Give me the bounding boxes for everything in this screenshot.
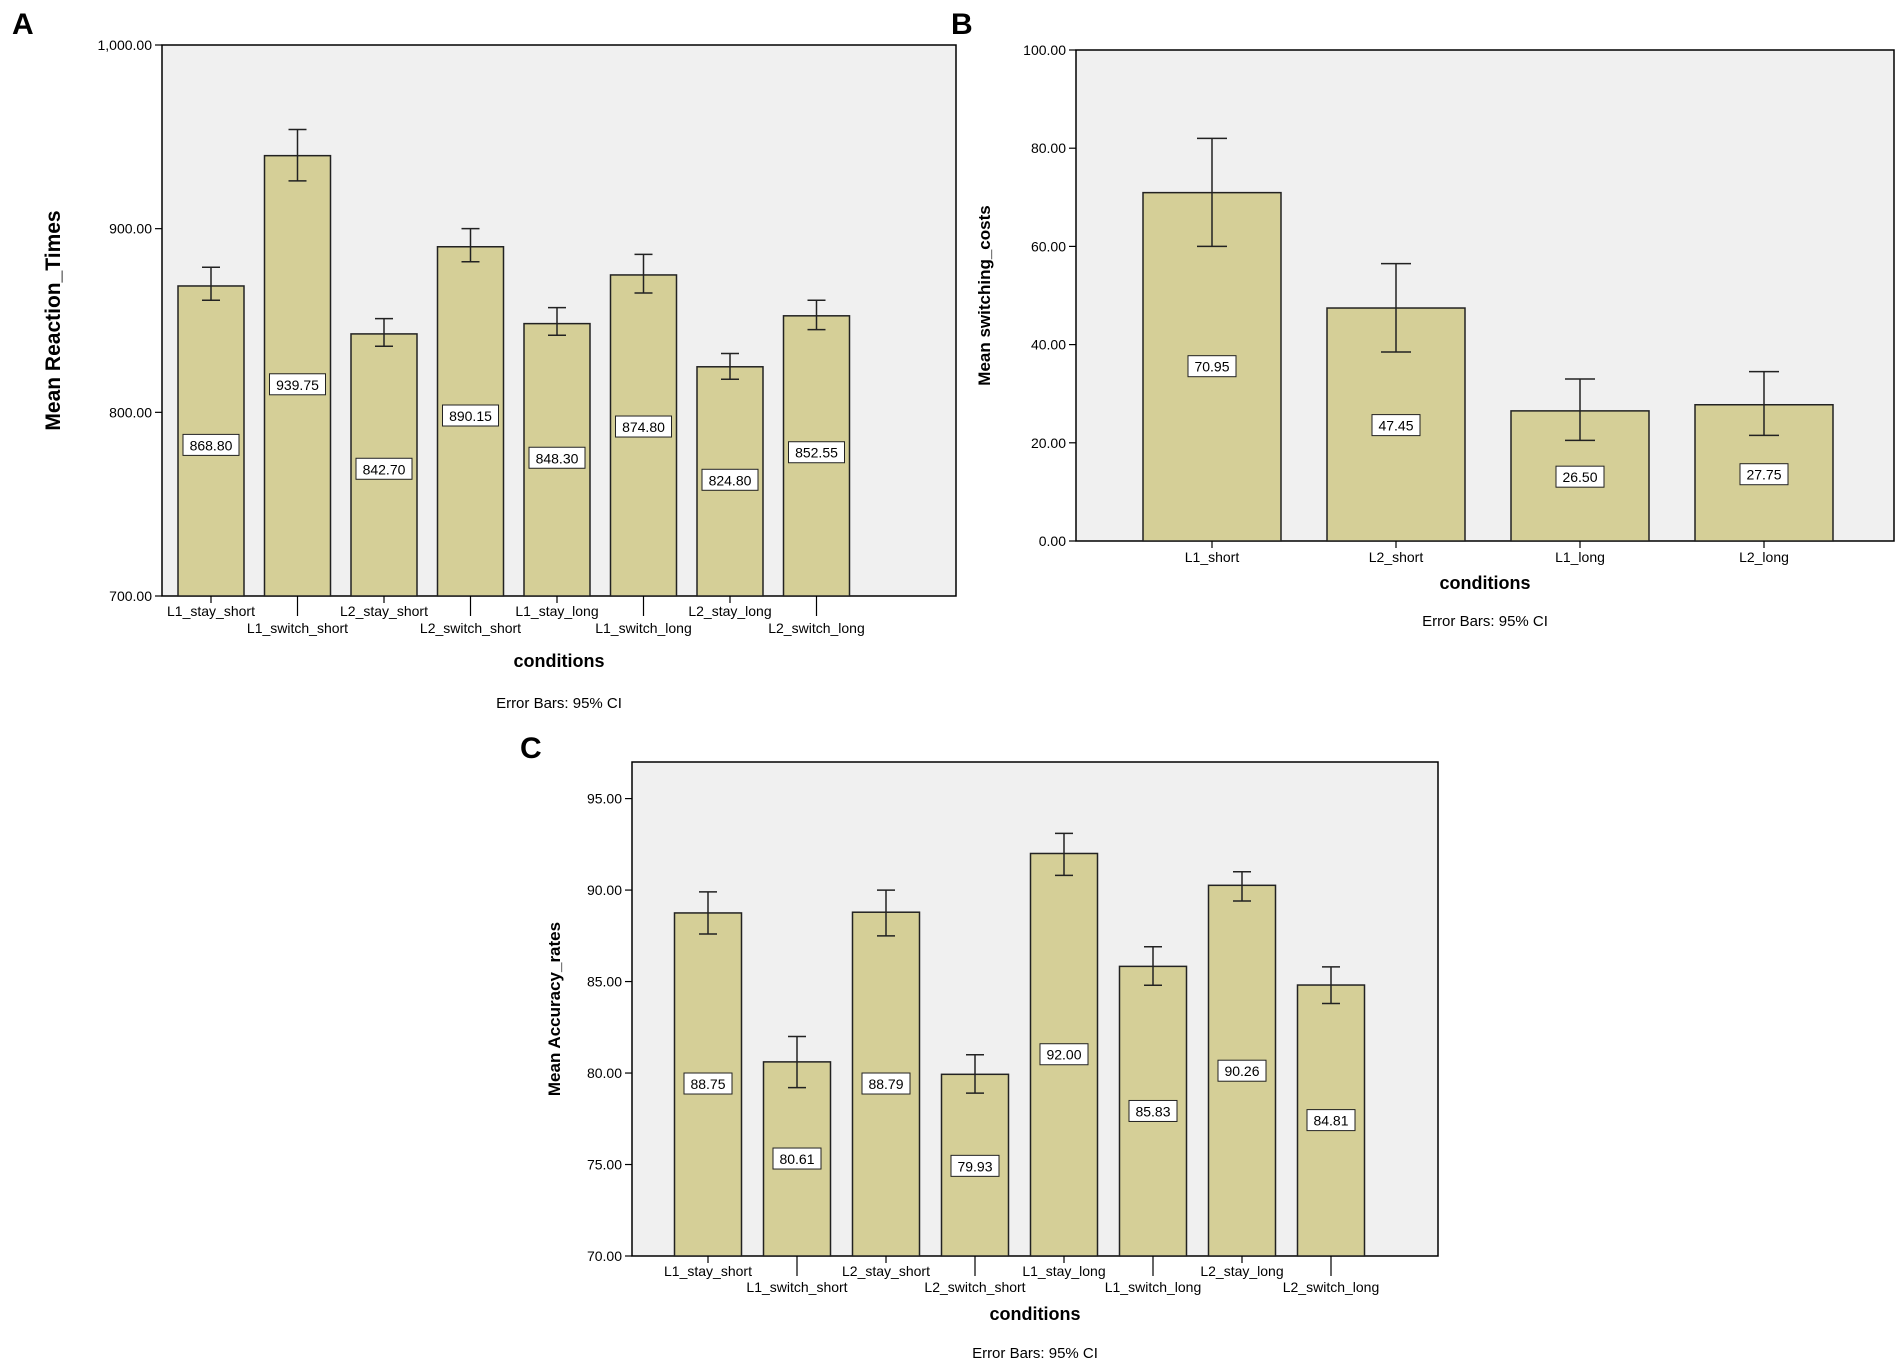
x-tick-label-a: L2_stay_short (340, 603, 428, 619)
error-bars-note-a: Error Bars: 95% CI (496, 695, 622, 712)
value-label-a: 824.80 (709, 472, 752, 488)
chart-panel-b: 0.00 20.00 40.00 60.00 80.00 100.00 70.95 L1_sh… (975, 42, 1895, 630)
error-bars-note-b: Error Bars: 95% CI (1422, 613, 1548, 630)
x-tick-label-a: L2_switch_long (768, 620, 865, 636)
x-tick-label-c: L1_switch_short (746, 1279, 847, 1295)
value-label-box-a (701, 468, 759, 491)
value-label-c: 88.75 (690, 1076, 725, 1092)
x-tick-label-c: L2_switch_long (1283, 1279, 1380, 1295)
value-label-box-a (269, 373, 326, 396)
value-label-b: 27.75 (1746, 467, 1781, 483)
x-tick-label-a: L1_stay_short (167, 603, 255, 619)
y-axis-title-a: Mean Reaction_Times (42, 210, 65, 430)
y-axis-title-c: Mean Accuracy_rates (545, 922, 564, 1096)
y-tick-label-a: 1,000.00 (98, 37, 153, 53)
panel-label-b: B (951, 8, 973, 41)
value-label-a: 848.30 (536, 450, 579, 466)
value-label-box-b (1187, 355, 1237, 378)
y-tick-label-b: 80.00 (1031, 140, 1066, 156)
x-tick-label-c: L1_stay_short (664, 1263, 752, 1279)
value-label-a: 852.55 (795, 445, 838, 461)
value-label-box-c (950, 1154, 1000, 1177)
chart-panel-c: 70.00 75.00 80.00 85.00 90.00 95.00 88.75 L1_st… (545, 761, 1439, 1362)
value-label-c: 80.61 (779, 1151, 814, 1167)
chart-panel-a: 700.00 800.00 900.00 1,000.00 868.80 L1_stay_… (42, 37, 957, 712)
value-label-c: 88.79 (868, 1076, 903, 1092)
y-axis-title-b: Mean switching_costs (975, 205, 994, 385)
value-label-a: 890.15 (449, 408, 492, 424)
y-tick-label-a: 800.00 (109, 404, 152, 420)
x-axis-title-b: conditions (1440, 573, 1531, 593)
value-label-a: 842.70 (363, 461, 406, 477)
x-tick-label-a: L1_switch_long (595, 620, 692, 636)
y-tick-label-b: 40.00 (1031, 337, 1066, 353)
x-tick-label-b: L1_short (1185, 549, 1240, 565)
panel-label-c: C (520, 732, 542, 765)
value-label-box-c (1128, 1099, 1178, 1122)
y-tick-label-b: 60.00 (1031, 238, 1066, 254)
error-bars-note-c: Error Bars: 95% CI (972, 1345, 1098, 1362)
value-label-a: 939.75 (276, 377, 319, 393)
value-label-a: 868.80 (190, 437, 233, 453)
value-label-box-c (1306, 1109, 1356, 1132)
y-tick-label-a: 900.00 (109, 221, 152, 237)
value-label-a: 874.80 (622, 419, 665, 435)
x-tick-label-a: L2_stay_long (688, 603, 771, 619)
value-label-c: 84.81 (1313, 1113, 1348, 1129)
value-label-box-a (442, 404, 499, 427)
value-label-box-a (615, 415, 672, 438)
value-label-box-a (528, 446, 586, 469)
value-label-b: 70.95 (1194, 359, 1229, 375)
x-tick-label-b: L1_long (1555, 549, 1605, 565)
value-label-box-b (1371, 414, 1421, 437)
value-label-c: 90.26 (1224, 1063, 1259, 1079)
value-label-box-c (1217, 1059, 1267, 1082)
x-tick-label-c: L1_switch_long (1105, 1279, 1202, 1295)
y-tick-label-c: 80.00 (587, 1065, 622, 1081)
y-tick-label-a: 700.00 (109, 588, 152, 604)
y-tick-label-c: 85.00 (587, 974, 622, 990)
panel-label-a: A (12, 8, 34, 41)
x-tick-label-c: L2_switch_short (924, 1279, 1025, 1295)
x-tick-label-c: L2_stay_short (842, 1263, 930, 1279)
y-tick-label-c: 95.00 (587, 791, 622, 807)
y-tick-label-c: 75.00 (587, 1157, 622, 1173)
value-label-c: 92.00 (1046, 1047, 1081, 1063)
value-label-c: 85.83 (1135, 1103, 1170, 1119)
x-tick-label-a: L1_switch_short (247, 620, 348, 636)
value-label-box-c (772, 1147, 822, 1170)
value-label-b: 47.45 (1378, 418, 1413, 434)
value-label-box-a (788, 441, 845, 464)
x-tick-label-b: L2_long (1739, 549, 1789, 565)
y-tick-label-b: 0.00 (1039, 533, 1066, 549)
value-label-box-a (182, 433, 240, 456)
y-tick-label-b: 100.00 (1023, 42, 1066, 58)
x-tick-label-b: L2_short (1369, 549, 1424, 565)
x-tick-label-a: L2_switch_short (420, 620, 521, 636)
x-axis-title-a: conditions (514, 651, 605, 671)
value-label-box-c (1039, 1043, 1089, 1066)
value-label-box-b (1555, 465, 1605, 488)
value-label-c: 79.93 (957, 1158, 992, 1174)
value-label-box-c (683, 1072, 733, 1095)
y-tick-label-b: 20.00 (1031, 435, 1066, 451)
x-axis-title-c: conditions (990, 1304, 1081, 1324)
y-tick-label-c: 90.00 (587, 882, 622, 898)
value-label-b: 26.50 (1562, 469, 1597, 485)
value-label-box-b (1739, 463, 1789, 486)
y-tick-label-c: 70.00 (587, 1248, 622, 1264)
x-tick-label-a: L1_stay_long (515, 603, 598, 619)
x-tick-label-c: L1_stay_long (1022, 1263, 1105, 1279)
value-label-box-a (355, 457, 413, 480)
x-tick-label-c: L2_stay_long (1200, 1263, 1283, 1279)
value-label-box-c (861, 1072, 911, 1095)
